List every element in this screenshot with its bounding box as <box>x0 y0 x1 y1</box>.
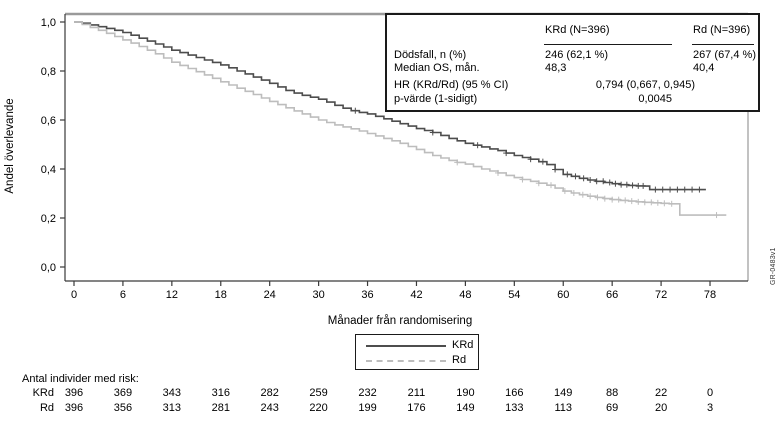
risk-count: 113 <box>554 402 572 414</box>
survival-plot: 0 6 12 18 24 30 36 42 48 54 60 66 72 78 0,0 0,2 0,4 0,6 0,… <box>4 12 749 327</box>
x-tick-label: 60 <box>557 289 569 301</box>
risk-count: 22 <box>654 387 668 399</box>
x-axis-label: Månader från randomisering <box>328 315 472 327</box>
x-tick-label: 66 <box>606 289 618 301</box>
stats-median-os-rd: 40,4 <box>693 62 715 74</box>
legend-line-sample-krd <box>366 345 446 347</box>
risk-table-title: Antal individer med risk: <box>22 373 139 385</box>
x-tick-label: 48 <box>459 289 471 301</box>
y-tick-label: 0,4 <box>41 164 56 176</box>
stats-pvalue: 0,0045 <box>638 93 672 105</box>
legend-item-rd: Rd <box>356 353 478 368</box>
stats-box: KRd (N=396) Rd (N=396) Dödsfall, n (%) 2… <box>385 13 760 112</box>
risk-row-label-krd: KRd <box>32 387 54 399</box>
y-axis-label: Andel överlevande <box>4 98 16 193</box>
risk-count: 396 <box>64 387 84 399</box>
risk-count: 20 <box>654 402 668 414</box>
x-tick-label: 42 <box>410 289 422 301</box>
risk-count: 243 <box>260 402 279 414</box>
x-tick-label: 24 <box>264 289 276 301</box>
risk-count: 199 <box>358 402 377 414</box>
risk-row-label-rd: Rd <box>39 402 54 414</box>
risk-count: 88 <box>606 387 619 399</box>
stats-row-label-median-os: Median OS, mån. <box>394 62 480 74</box>
stats-row-label-hr: HR (KRd/Rd) (95 % CI) <box>394 79 509 91</box>
stats-deaths-rd: 267 (67,4 %) <box>693 49 756 61</box>
y-tick-label: 0,6 <box>41 115 56 127</box>
legend-item-krd: KRd <box>356 338 478 353</box>
legend-label-krd: KRd <box>452 339 474 351</box>
risk-count: 133 <box>505 402 524 414</box>
risk-count: 313 <box>162 402 182 414</box>
risk-count: 166 <box>505 387 524 399</box>
risk-count: 281 <box>211 402 230 414</box>
x-tick-label: 30 <box>312 289 324 301</box>
risk-count: 149 <box>554 387 573 399</box>
legend-line-sample-rd <box>366 360 446 362</box>
y-tick-label: 0,8 <box>41 66 56 78</box>
y-tick-label: 1,0 <box>41 17 56 29</box>
stats-col-header-rd: Rd (N=396) <box>693 24 751 36</box>
risk-count: 343 <box>162 387 182 399</box>
risk-count: 259 <box>309 387 328 399</box>
risk-count: 356 <box>113 402 133 414</box>
plot-curves <box>74 21 727 219</box>
x-tick-label: 18 <box>215 289 227 301</box>
risk-count: 232 <box>358 387 377 399</box>
y-tick-label: 0,2 <box>41 213 56 225</box>
x-tick-label: 36 <box>361 289 373 301</box>
figure-id-watermark: GR-0483v1 <box>770 247 777 285</box>
stats-row-label-pvalue: p-värde (1-sidigt) <box>394 93 478 105</box>
risk-count: 176 <box>407 402 426 414</box>
x-tick-label: 12 <box>166 289 178 301</box>
risk-count: 3 <box>706 402 714 414</box>
legend-label-rd: Rd <box>452 354 467 366</box>
stats-header-rule-krd <box>544 44 672 45</box>
risk-count: 69 <box>606 402 619 414</box>
x-tick-label: 54 <box>508 289 520 301</box>
stats-hr-value: 0,794 (0,667, 0,945) <box>595 79 695 91</box>
risk-count: 316 <box>211 387 230 399</box>
stats-header-rule-rd <box>692 44 754 45</box>
legend: KRd Rd <box>355 334 479 370</box>
risk-count: 149 <box>456 402 475 414</box>
stats-median-os-krd: 48,3 <box>545 62 567 74</box>
risk-count: 211 <box>407 387 426 399</box>
risk-count: 190 <box>456 387 475 399</box>
km-curve-krd <box>74 21 706 191</box>
risk-count: 282 <box>260 387 279 399</box>
risk-count: 396 <box>64 402 84 414</box>
x-tick-label: 72 <box>655 289 667 301</box>
risk-count: 0 <box>706 387 714 399</box>
x-tick-label: 0 <box>71 289 77 301</box>
y-tick-label: 0,0 <box>41 262 56 274</box>
x-tick-label: 78 <box>704 289 716 301</box>
plot-axes: 0 6 12 18 24 30 36 42 48 54 60 66 72 78 0,0 0,2 0,4 0,6 0,… <box>41 17 716 301</box>
stats-col-header-krd: KRd (N=396) <box>545 24 610 36</box>
stats-deaths-krd: 246 (62,1 %) <box>545 49 608 61</box>
risk-table: Antal individer med risk: KRd 396 369 343 31… <box>0 370 778 423</box>
risk-count: 369 <box>113 387 133 399</box>
risk-count: 220 <box>309 402 328 414</box>
x-tick-label: 6 <box>120 289 126 301</box>
stats-row-label-deaths: Dödsfall, n (%) <box>394 49 467 61</box>
